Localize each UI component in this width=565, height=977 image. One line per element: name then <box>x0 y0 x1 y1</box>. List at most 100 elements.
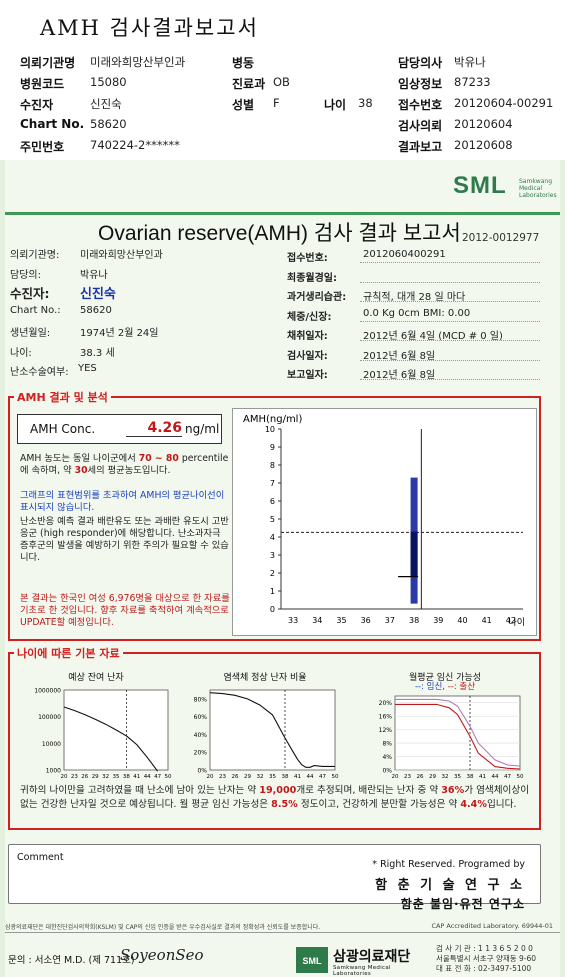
info-dotted-rule <box>360 320 540 322</box>
x-tick-label: 47 <box>504 774 511 780</box>
x-tick-label: 35 <box>269 774 276 780</box>
x-tick-label: 38 <box>467 774 474 780</box>
remaining-eggs-title: 예상 잔여 난자 <box>68 673 124 683</box>
y-tick-label: 6 <box>270 497 275 506</box>
x-tick-label: 20 <box>392 774 399 780</box>
info-value: 38.3 세 <box>80 347 115 359</box>
x-tick-label: 23 <box>71 774 78 780</box>
y-tick-label: 8% <box>382 741 392 748</box>
info-value: 박유나 <box>80 269 108 281</box>
y-tick-label: 7 <box>270 479 275 488</box>
y-tick-label: 2 <box>270 569 275 578</box>
header-row: 의뢰기관명 미래와희망산부인과 병동 담당의사 박유나 <box>20 54 550 75</box>
y-tick-label: 16% <box>379 714 393 721</box>
header-row: Chart No. 58620 검사의뢰 20120604 <box>20 117 550 138</box>
x-tick-label: 23 <box>219 774 226 780</box>
x-tick-label: 38 <box>282 774 289 780</box>
info-dotted-rule <box>360 359 540 361</box>
director-contact: 문의 : 서소연 M.D. (제 711호) <box>8 955 135 966</box>
legend-pregnancy: 임신 <box>426 682 443 692</box>
summary-pregnancy-rate: 8.5% <box>271 799 298 810</box>
info-dotted-rule <box>360 301 540 302</box>
x-tick-label: 37 <box>385 616 395 625</box>
normal-chromosome-title: 염색체 정상 난자 비율 <box>223 673 307 683</box>
header-value: 15080 <box>90 75 127 89</box>
header-value: 38 <box>358 96 373 110</box>
x-tick-label: 41 <box>133 774 140 780</box>
x-tick-label: 47 <box>154 774 161 780</box>
range-box <box>410 531 418 577</box>
x-tick-label: 50 <box>332 774 339 780</box>
y-tick-label: 40% <box>194 732 208 739</box>
summary-s4: 정도이고, 건강하게 분만할 가능성은 약 <box>297 799 461 810</box>
info-value: YES <box>78 363 97 374</box>
header-value: 20120608 <box>454 138 513 152</box>
x-tick-label: 26 <box>232 774 239 780</box>
header-label: 주민번호 <box>20 140 65 154</box>
contact-line-3: 대 표 전 화 : 02-3497-5100 <box>436 964 532 973</box>
y-tick-label: 1 <box>270 587 275 596</box>
info-value: 58620 <box>80 304 112 316</box>
x-tick-label: 40 <box>457 616 467 625</box>
series-line <box>395 698 521 767</box>
document-title: AMH 검사결과보고서 <box>40 16 259 40</box>
summary-s5: 입니다. <box>486 799 517 810</box>
header-label: 병원코드 <box>20 77 65 91</box>
header-label: 접수번호 <box>398 98 443 112</box>
legend-birth: 출산 <box>459 682 476 692</box>
header-label: 수진자 <box>20 98 54 112</box>
x-tick-label: 47 <box>319 774 326 780</box>
info-value: 신진숙 <box>80 287 116 302</box>
info-label: Chart No.: <box>10 304 61 316</box>
header-value: 박유나 <box>454 55 486 69</box>
header-value: 20120604-00291 <box>454 96 554 110</box>
summary-s2: 개로 추정되며, 배란되는 난자 중 약 <box>296 785 442 796</box>
amh-equivalent-age: 30 <box>74 465 88 476</box>
amh-conc-value: 4.26 <box>126 420 182 437</box>
info-value: 2012년 6월 8일 <box>363 350 436 362</box>
header-label: 나이 <box>324 98 347 112</box>
x-tick-label: 44 <box>307 774 314 780</box>
age-summary-text: 귀하의 나이만을 고려하였을 때 난소에 남아 있는 난자는 약 19,000개… <box>20 784 530 812</box>
info-dotted-rule <box>360 281 540 283</box>
info-label: 채취일자: <box>287 331 328 342</box>
x-tick-label: 35 <box>336 616 346 625</box>
x-tick-label: 50 <box>165 774 172 780</box>
contact-line-2: 서울특별시 서초구 양재동 9-60 <box>436 954 537 963</box>
x-tick-label: 29 <box>244 774 251 780</box>
x-tick-label: 20 <box>61 774 68 780</box>
info-label: 수진자: <box>10 286 50 301</box>
summary-s3: 가 염색체이상이 없는 건강한 난자일 것으로 예상됩니다. 월 평균 임신 가… <box>20 785 530 810</box>
info-label: 체중/신장: <box>287 311 332 323</box>
header-value: 58620 <box>90 117 127 131</box>
x-tick-label: 29 <box>429 774 436 780</box>
amh-conc-unit: ng/ml <box>185 422 220 436</box>
age-basic-data-section: 예상 잔여 난자 1000000 100000 10000 1000 20 23 26 29 3… <box>8 652 541 830</box>
normal-chromosome-svg: 80% 60% 40% 20% 0%20 23 26 29 32 35 38 41 44 47 50 <box>194 689 339 780</box>
info-dotted-rule <box>360 379 540 380</box>
y-tick-label: 1000000 <box>34 688 61 695</box>
header-label: 담당의사 <box>398 56 443 70</box>
y-tick-label: 9 <box>270 443 275 452</box>
lab-name-1: 함 춘 기 술 연 구 소 <box>375 878 525 893</box>
header-row: 병원코드 15080 진료과 OB 임상정보 87233 <box>20 75 550 96</box>
info-value: 미래와희망산부인과 <box>80 250 163 261</box>
x-tick-label: 38 <box>409 616 419 625</box>
header-label: 병동 <box>232 56 255 70</box>
y-tick-label: 60% <box>194 714 208 721</box>
summary-birth-rate: 4.4% <box>460 799 487 810</box>
summary-s1: 귀하의 나이만을 고려하였을 때 난소에 남아 있는 난자는 약 <box>20 785 260 796</box>
pregnancy-chance-chart: 월평균 임신 가능성 --: 임신, --: 출산 20% 16% 12% 8% 4% 0… <box>365 670 525 780</box>
y-tick-label: 8 <box>270 461 275 470</box>
amh-percentile-range: 70 ~ 80 <box>138 453 179 464</box>
header-value: 87233 <box>454 75 491 89</box>
header-row: 주민번호 740224-2****** 결과보고 20120608 <box>20 138 550 159</box>
accreditation-note: 삼광의료재단은 대한진단검사의학회(KSLM) 및 CAP의 신임 인증을 받은… <box>5 924 321 931</box>
x-tick-label: 44 <box>144 774 151 780</box>
info-label: 난소수술여부: <box>10 367 69 378</box>
x-tick-label: 26 <box>81 774 88 780</box>
pregnancy-chance-svg: 20% 16% 12% 8% 4% 0%20 23 26 29 32 35 38 41 44 47 50 <box>379 695 524 780</box>
x-tick-label: 35 <box>113 774 120 780</box>
